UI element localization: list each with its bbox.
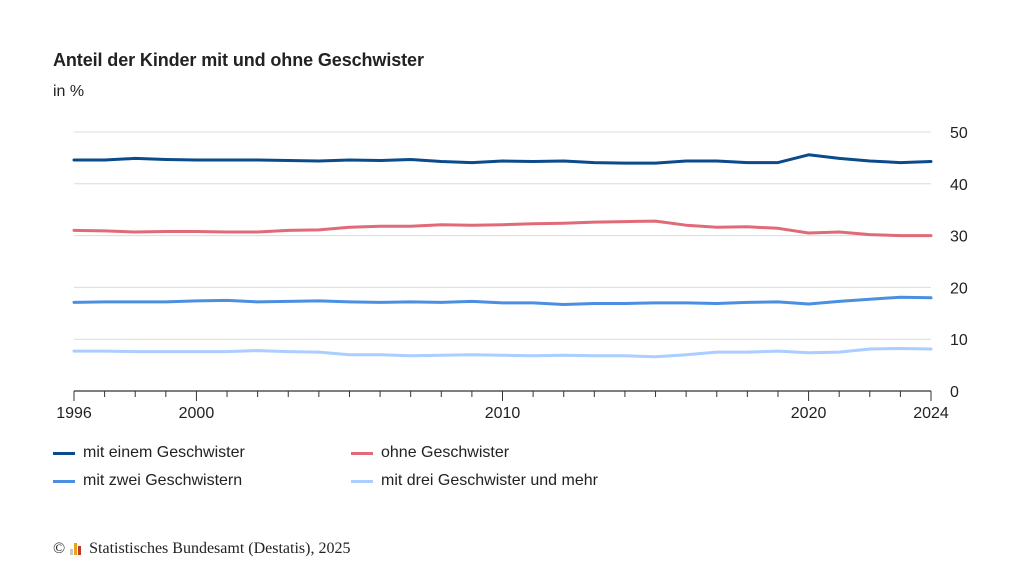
x-tick-label: 2020: [791, 405, 827, 422]
legend-label: mit einem Geschwister: [83, 444, 245, 461]
y-tick-label: 50: [950, 125, 968, 142]
legend-item-ohne[interactable]: ohne Geschwister: [351, 444, 509, 462]
legend-swatch: [53, 479, 75, 483]
series-line-1: [72, 153, 933, 165]
legend-label: ohne Geschwister: [381, 444, 510, 461]
source-note: © Statistisches Bundesamt (Destatis), 20…: [53, 540, 350, 558]
legend-item-mit-drei[interactable]: mit drei Geschwister und mehr: [351, 472, 598, 490]
chart-title: Anteil der Kinder mit und ohne Geschwist…: [53, 50, 424, 70]
legend-swatch: [351, 451, 373, 455]
y-tick-label: 40: [950, 177, 968, 194]
legend-swatch: [351, 479, 373, 483]
y-tick-label: 30: [950, 229, 968, 246]
x-tick-label: 1996: [56, 405, 92, 422]
legend-item-mit-zwei[interactable]: mit zwei Geschwistern: [53, 472, 242, 490]
x-tick-label: 2024: [913, 405, 949, 422]
chart-unit-label: in %: [53, 83, 85, 100]
series-line-2: [72, 219, 933, 238]
destatis-logo-icon: [70, 543, 84, 555]
copyright-symbol: ©: [53, 540, 66, 557]
y-tick-label: 10: [950, 332, 968, 349]
source-text: Statistisches Bundesamt (Destatis), 2025: [89, 540, 351, 557]
series-line-4: [72, 347, 933, 359]
y-tick-label: 20: [950, 280, 968, 297]
x-tick-label: 2000: [179, 405, 215, 422]
legend-swatch: [53, 451, 75, 455]
x-tick-label: 2010: [485, 405, 521, 422]
y-tick-label: 0: [950, 384, 959, 401]
series-line-3: [72, 295, 933, 306]
legend-item-mit-einem[interactable]: mit einem Geschwister: [53, 444, 245, 462]
legend-label: mit zwei Geschwistern: [83, 472, 243, 489]
legend-label: mit drei Geschwister und mehr: [381, 472, 598, 489]
